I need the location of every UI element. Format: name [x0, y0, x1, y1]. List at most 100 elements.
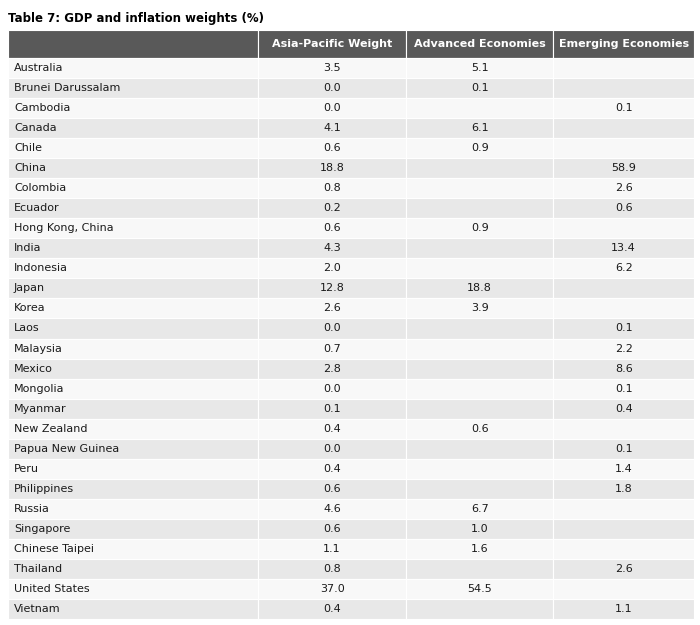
- Bar: [8, 278, 258, 298]
- Text: 0.6: 0.6: [471, 424, 489, 434]
- Text: 8.6: 8.6: [615, 364, 633, 374]
- Text: 0.6: 0.6: [323, 143, 341, 153]
- Bar: [258, 278, 406, 298]
- Text: 0.6: 0.6: [323, 524, 341, 534]
- Bar: [554, 78, 694, 98]
- Bar: [8, 499, 258, 519]
- Bar: [8, 58, 258, 78]
- Text: 1.6: 1.6: [471, 544, 489, 554]
- Bar: [8, 118, 258, 138]
- Bar: [8, 98, 258, 118]
- Bar: [258, 218, 406, 238]
- Bar: [258, 439, 406, 459]
- Bar: [8, 539, 258, 559]
- Text: Cambodia: Cambodia: [14, 103, 71, 113]
- Text: 0.0: 0.0: [323, 384, 341, 394]
- Text: Malaysia: Malaysia: [14, 344, 63, 354]
- Bar: [406, 339, 554, 359]
- Bar: [554, 379, 694, 399]
- Bar: [8, 559, 258, 579]
- Text: Papua New Guinea: Papua New Guinea: [14, 444, 119, 454]
- Bar: [406, 599, 554, 619]
- Bar: [554, 599, 694, 619]
- Bar: [406, 58, 554, 78]
- Text: 2.2: 2.2: [615, 344, 633, 354]
- Text: 0.8: 0.8: [323, 183, 341, 193]
- Bar: [554, 118, 694, 138]
- Text: 2.0: 2.0: [323, 263, 341, 273]
- Text: 2.6: 2.6: [323, 304, 341, 314]
- Text: 0.1: 0.1: [615, 324, 633, 334]
- Text: Table 7: GDP and inflation weights (%): Table 7: GDP and inflation weights (%): [8, 12, 264, 25]
- Bar: [554, 319, 694, 339]
- Bar: [554, 258, 694, 278]
- Text: Myanmar: Myanmar: [14, 404, 66, 414]
- Text: 6.1: 6.1: [471, 123, 489, 133]
- Bar: [406, 319, 554, 339]
- Text: 0.4: 0.4: [615, 404, 633, 414]
- Text: 0.9: 0.9: [470, 143, 489, 153]
- Bar: [554, 278, 694, 298]
- Text: 0.0: 0.0: [323, 83, 341, 93]
- Text: 3.5: 3.5: [323, 63, 341, 73]
- Bar: [554, 178, 694, 198]
- Text: 4.1: 4.1: [323, 123, 341, 133]
- Bar: [258, 98, 406, 118]
- Text: Peru: Peru: [14, 464, 39, 474]
- Bar: [258, 198, 406, 218]
- Bar: [406, 198, 554, 218]
- Text: 0.1: 0.1: [615, 103, 633, 113]
- Bar: [554, 98, 694, 118]
- Text: Emerging Economies: Emerging Economies: [559, 39, 689, 49]
- Bar: [554, 218, 694, 238]
- Bar: [258, 138, 406, 158]
- Bar: [258, 118, 406, 138]
- Bar: [258, 158, 406, 178]
- Text: 0.1: 0.1: [471, 83, 489, 93]
- Bar: [258, 379, 406, 399]
- Text: 3.9: 3.9: [470, 304, 489, 314]
- Text: India: India: [14, 243, 41, 253]
- Text: 0.0: 0.0: [323, 324, 341, 334]
- Bar: [554, 198, 694, 218]
- Text: Brunei Darussalam: Brunei Darussalam: [14, 83, 120, 93]
- Text: Ecuador: Ecuador: [14, 203, 60, 213]
- Bar: [406, 178, 554, 198]
- Bar: [8, 599, 258, 619]
- Text: 58.9: 58.9: [611, 163, 636, 173]
- Text: 1.4: 1.4: [615, 464, 633, 474]
- Text: China: China: [14, 163, 46, 173]
- Text: Vietnam: Vietnam: [14, 604, 61, 614]
- Bar: [8, 359, 258, 379]
- Bar: [258, 359, 406, 379]
- Text: 0.4: 0.4: [323, 604, 341, 614]
- Bar: [258, 58, 406, 78]
- Text: 0.0: 0.0: [323, 103, 341, 113]
- Text: 0.6: 0.6: [615, 203, 633, 213]
- Text: Singapore: Singapore: [14, 524, 71, 534]
- Text: 1.0: 1.0: [471, 524, 489, 534]
- Bar: [554, 519, 694, 539]
- Bar: [406, 359, 554, 379]
- Bar: [406, 379, 554, 399]
- Text: 0.9: 0.9: [470, 223, 489, 233]
- Bar: [8, 298, 258, 319]
- Bar: [406, 78, 554, 98]
- Text: 1.1: 1.1: [323, 544, 341, 554]
- Bar: [406, 579, 554, 599]
- Text: Philippines: Philippines: [14, 484, 74, 494]
- Text: 0.4: 0.4: [323, 424, 341, 434]
- Text: 5.1: 5.1: [471, 63, 489, 73]
- Bar: [258, 339, 406, 359]
- Bar: [258, 238, 406, 258]
- Text: Russia: Russia: [14, 504, 50, 514]
- Bar: [258, 258, 406, 278]
- Text: 0.1: 0.1: [615, 384, 633, 394]
- Bar: [554, 479, 694, 499]
- Bar: [406, 479, 554, 499]
- Bar: [8, 479, 258, 499]
- Bar: [8, 319, 258, 339]
- Bar: [406, 30, 554, 58]
- Text: 13.4: 13.4: [611, 243, 636, 253]
- Bar: [554, 399, 694, 419]
